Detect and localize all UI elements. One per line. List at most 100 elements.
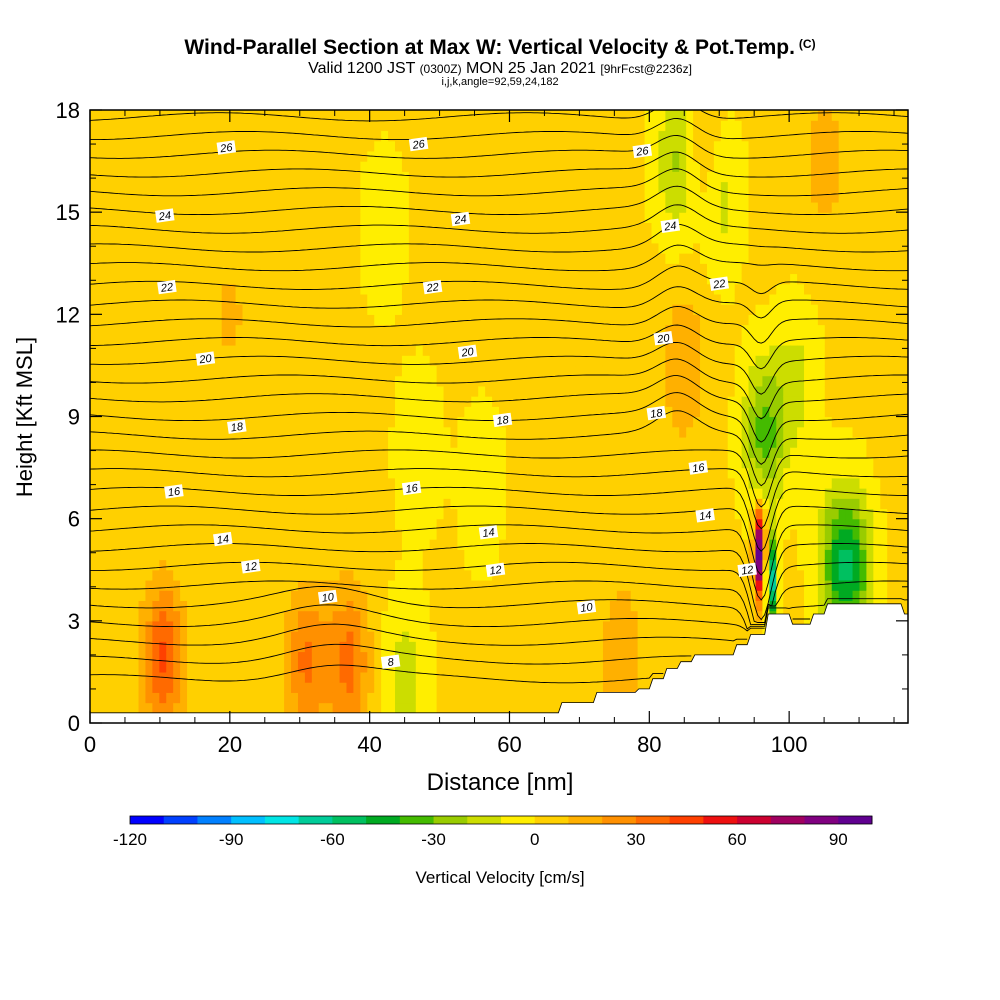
field-cell (187, 253, 195, 264)
field-cell (297, 355, 306, 367)
field-cell (485, 212, 493, 223)
valid-date: MON 25 Jan 2021 (466, 60, 596, 77)
field-cell (346, 396, 355, 407)
field-cell (429, 324, 438, 336)
field-cell (630, 579, 639, 591)
field-cell (96, 661, 105, 673)
field-cell (408, 569, 417, 581)
field-cell (235, 457, 244, 469)
field-cell (166, 110, 174, 121)
field-cell (443, 436, 452, 448)
field-cell (568, 682, 576, 693)
field-cell (575, 477, 583, 489)
field-cell (242, 498, 251, 510)
field-cell (505, 253, 514, 264)
field-cell (388, 150, 396, 162)
field-cell (263, 661, 271, 673)
field-cell (436, 191, 445, 203)
field-cell (602, 620, 611, 632)
field-cell (145, 661, 153, 673)
field-cell (464, 355, 472, 367)
field-cell (152, 528, 160, 540)
field-cell (623, 304, 632, 315)
field-cell (533, 140, 542, 152)
field-cell (505, 682, 514, 693)
field-cell (228, 477, 237, 489)
field-cell (485, 273, 493, 285)
field-cell (235, 590, 244, 601)
field-cell (602, 273, 611, 285)
field-cell (96, 610, 105, 622)
field-cell (145, 273, 153, 285)
field-cell (519, 191, 528, 203)
field-cell (270, 610, 278, 622)
field-cell (485, 631, 493, 642)
field-cell (374, 375, 382, 387)
field-cell (395, 201, 403, 213)
field-cell (325, 477, 334, 489)
field-cell (658, 457, 666, 469)
field-cell (575, 191, 583, 203)
field-cell (360, 651, 368, 663)
field-cell (297, 201, 306, 213)
field-cell (180, 201, 188, 213)
field-cell (526, 253, 535, 264)
field-cell (325, 641, 334, 653)
field-cell (332, 467, 341, 479)
field-cell (602, 365, 611, 377)
field-cell (166, 569, 174, 581)
field-cell (249, 130, 257, 142)
field-cell (131, 201, 140, 213)
field-cell (117, 161, 126, 172)
field-cell (505, 293, 514, 305)
field-cell (464, 334, 472, 346)
field-cell (561, 600, 569, 612)
field-cell (110, 549, 119, 561)
field-cell (568, 447, 576, 458)
field-cell (138, 314, 147, 326)
field-cell (443, 130, 452, 142)
field-cell (228, 171, 237, 183)
field-cell (589, 661, 597, 673)
field-cell (270, 324, 278, 336)
field-cell (311, 631, 320, 642)
field-cell (582, 293, 590, 305)
field-cell (395, 120, 403, 132)
field-cell (401, 620, 410, 632)
field-cell (277, 385, 285, 397)
field-cell (547, 293, 556, 305)
field-cell (159, 120, 167, 132)
field-cell (284, 416, 292, 428)
field-cell (561, 314, 569, 326)
field-cell (408, 385, 417, 397)
field-cell (623, 314, 632, 326)
field-cell (464, 242, 472, 254)
field-cell (346, 253, 355, 264)
field-cell (526, 569, 535, 581)
field-cell (492, 110, 500, 121)
field-cell (658, 641, 666, 653)
field-cell (561, 304, 569, 315)
field-cell (311, 467, 320, 479)
field-cell (512, 242, 521, 254)
field-cell (616, 641, 625, 653)
field-cell (325, 436, 334, 448)
field-cell (374, 344, 382, 356)
field-cell (138, 692, 147, 704)
field-cell (505, 324, 514, 336)
field-cell (200, 283, 209, 295)
field-cell (547, 539, 556, 550)
field-cell (277, 212, 285, 223)
field-cell (235, 130, 244, 142)
field-cell (575, 130, 583, 142)
field-cell (519, 212, 528, 223)
field-cell (207, 661, 216, 673)
field-cell (519, 375, 528, 387)
field-cell (589, 293, 597, 305)
field-cell (533, 314, 542, 326)
field-cell (568, 569, 576, 581)
field-cell (547, 702, 556, 714)
field-cell (193, 171, 202, 183)
field-cell (297, 702, 306, 714)
field-cell (96, 161, 105, 172)
